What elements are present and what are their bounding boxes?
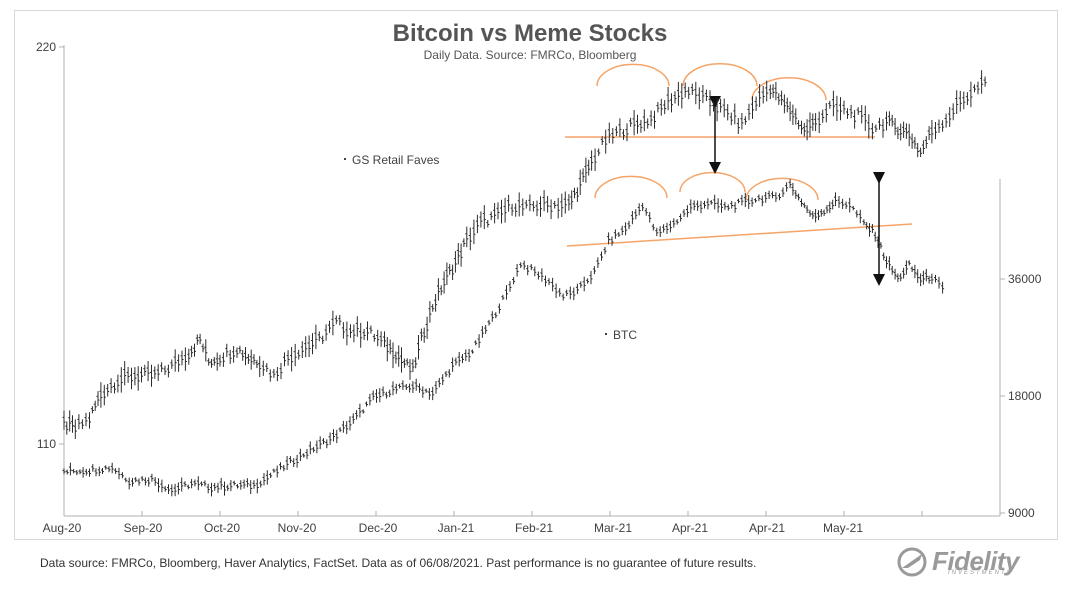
gs-arc [751,77,827,101]
x-tick-label: Oct-20 [204,521,240,535]
left-tick-label: 220 [36,40,56,54]
series-label-gs-retail-faves: GS Retail Faves [352,153,439,167]
chart-title: Bitcoin vs Meme Stocks [393,20,668,47]
logo-word: Fidelity [932,546,1020,576]
chart-frame [14,10,1058,540]
x-tick-label: Nov-20 [278,521,317,535]
x-tick-label: Aug-20 [43,521,82,535]
btc-neckline [566,223,913,247]
right-tick-label: 36000 [1008,272,1042,286]
x-tick-label: Feb-21 [515,521,553,535]
btc-arc [594,175,668,199]
fidelity-mark-icon [897,547,927,577]
x-tick-label: Sep-20 [124,521,163,535]
chart-subtitle: Daily Data. Source: FMRCo, Bloomberg [424,48,637,62]
x-tick-label: May-21 [823,521,863,535]
right-tick-label: 18000 [1008,389,1042,403]
btc-arc [679,171,746,193]
series-label-btc: BTC [613,328,637,342]
series-btc [62,179,945,497]
btc-arc [745,177,819,201]
series-gs-retail-faves [62,70,987,439]
left-tick-label: 110 [37,437,56,451]
series-marker-gs-retail-faves [344,158,346,160]
left-axis-ticks: 220 110 [36,40,64,451]
gs-arc [682,63,758,87]
x-tick-label: Apr-21 [749,521,785,535]
annotations [565,63,913,286]
series-marker-btc [605,333,607,335]
x-tick-label: Mar-21 [594,521,632,535]
logo-sub: INVESTMENTS [948,570,1013,576]
x-tick-label: Dec-20 [359,521,398,535]
x-tick-label: Apr-21 [672,521,708,535]
footer-source-note: Data source: FMRCo, Bloomberg, Haver Ana… [40,556,757,570]
right-tick-label: 9000 [1008,506,1035,520]
gs-arc [596,63,670,87]
x-axis-ticks: Aug-20 Sep-20 Oct-20 Nov-20 Dec-20 Jan-21 Feb-… [43,511,1001,535]
axes [63,45,1001,517]
right-axis-ticks: 36000 18000 9000 [1000,272,1042,520]
x-tick-label: Jan-21 [438,521,475,535]
fidelity-logo: Fidelity INVESTMENTS [896,546,1046,578]
